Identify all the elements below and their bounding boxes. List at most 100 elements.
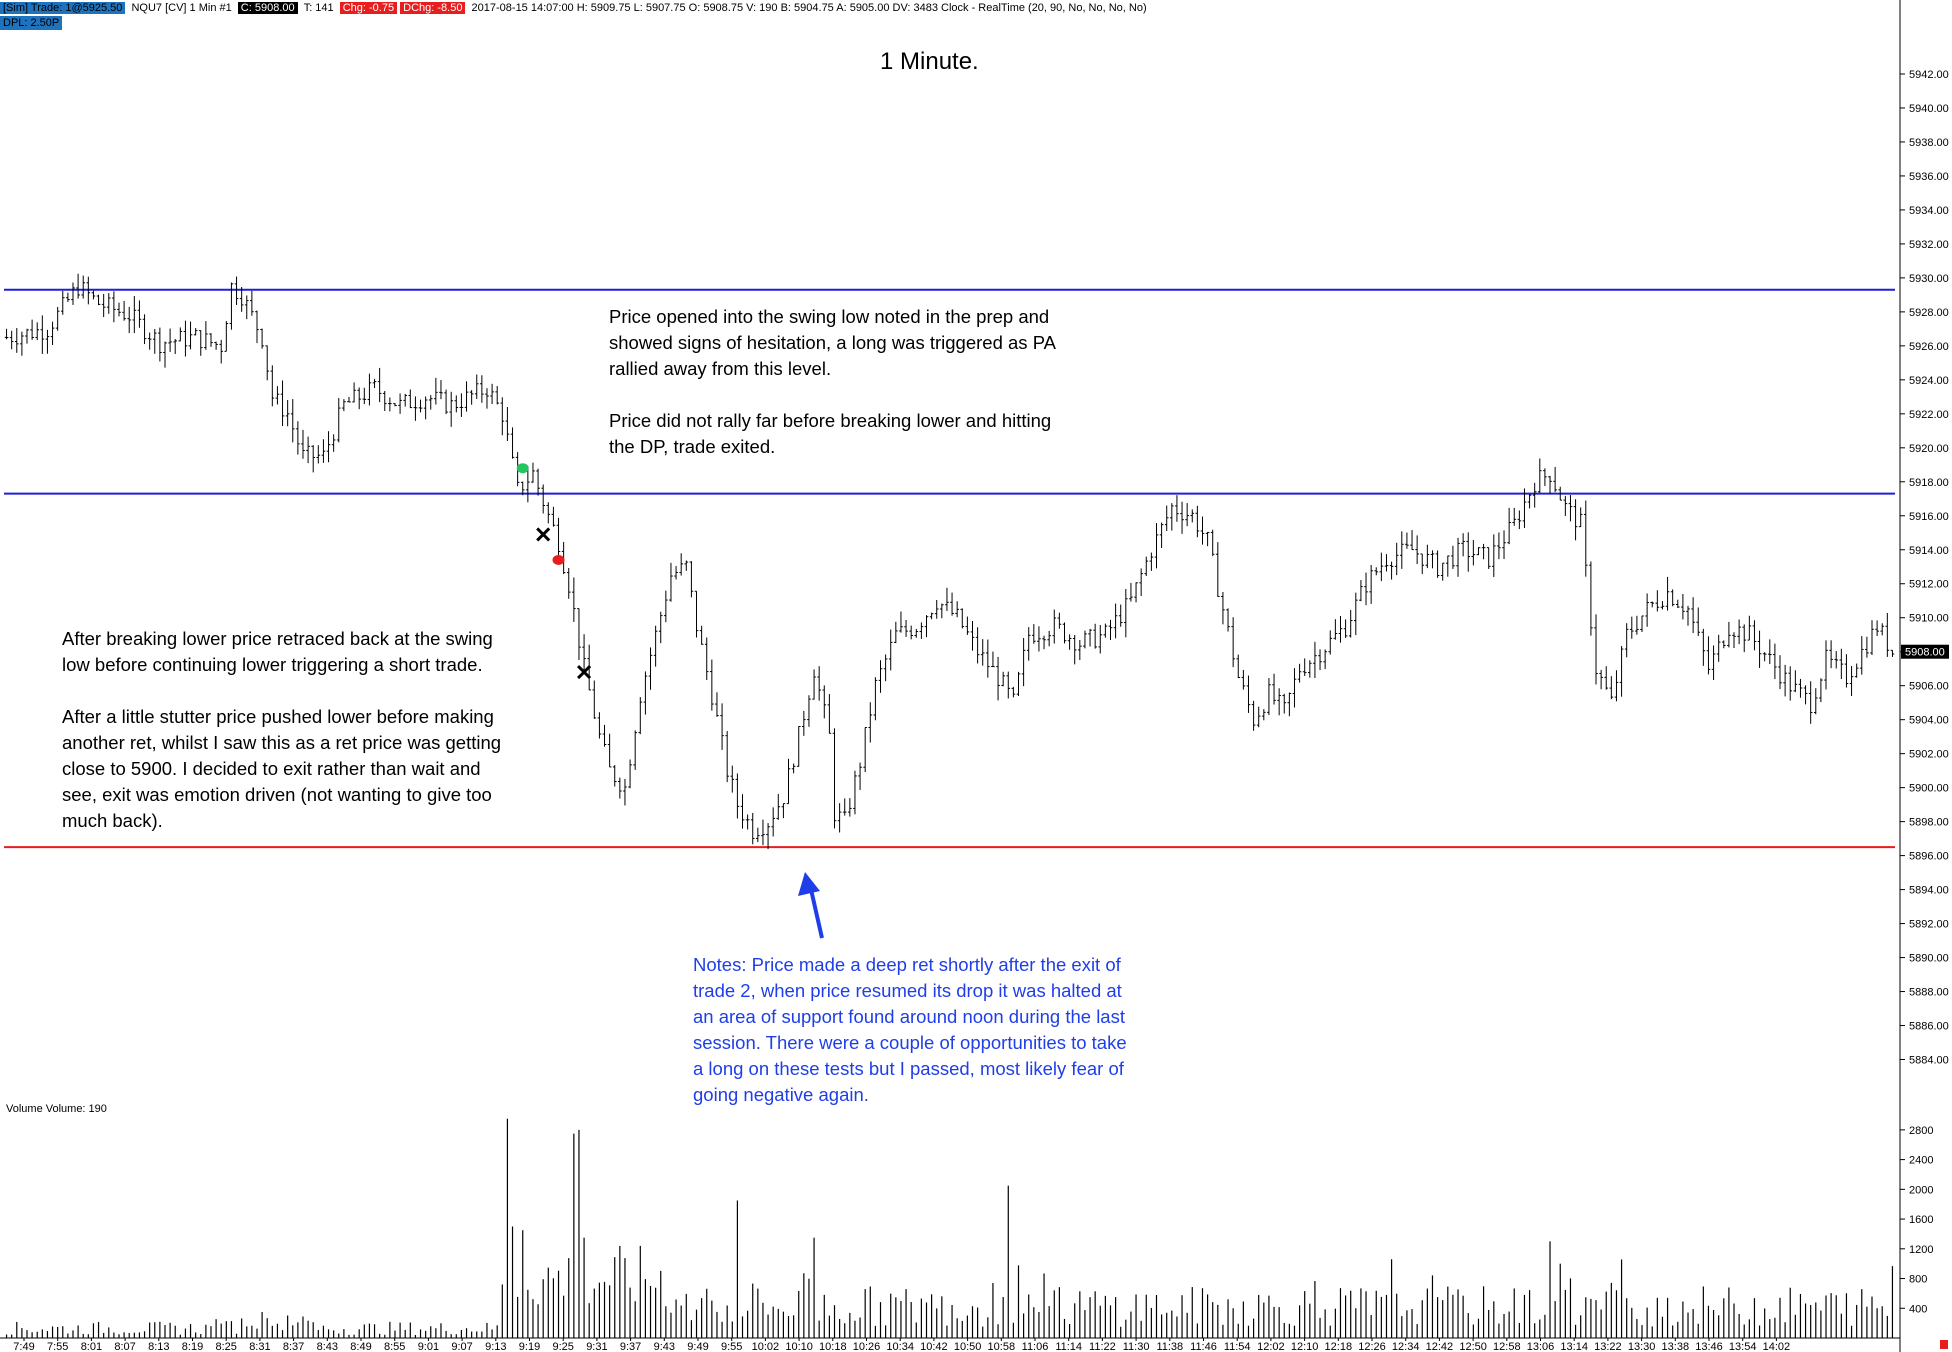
volume-panel-label: Volume Volume: 190 — [6, 1103, 107, 1115]
price-tick-label: 5912.00 — [1909, 579, 1949, 591]
price-tick-label: 5924.00 — [1909, 375, 1949, 387]
time-tick-label: 10:26 — [853, 1341, 881, 1352]
time-tick-label: 10:34 — [886, 1341, 914, 1352]
price-tick-label: 5884.00 — [1909, 1055, 1949, 1067]
time-tick-label: 13:30 — [1628, 1341, 1656, 1352]
day-change-label: DChg: -8.50 — [400, 2, 466, 14]
ticks-label: T: 141 — [303, 2, 334, 14]
time-tick-label: 11:46 — [1190, 1341, 1217, 1352]
change-label: Chg: -0.75 — [339, 2, 398, 14]
price-tick-label: 5936.00 — [1909, 171, 1949, 183]
time-tick-label: 10:02 — [752, 1341, 780, 1352]
note-support-test: Notes: Price made a deep ret shortly aft… — [693, 954, 1127, 1105]
note-long-trade: Price opened into the swing low noted in… — [609, 306, 1056, 457]
time-tick-label: 13:46 — [1695, 1341, 1723, 1352]
instrument-trade-label[interactable]: [Sim] Trade: 1@5925.50 — [0, 2, 126, 14]
price-tick-label: 5888.00 — [1909, 987, 1949, 999]
time-tick-label: 13:22 — [1594, 1341, 1622, 1352]
note-short-trade: After breaking lower price retraced back… — [62, 628, 502, 831]
time-tick-label: 7:55 — [47, 1341, 68, 1352]
volume-tick-label: 2400 — [1909, 1155, 1933, 1167]
time-tick-label: 9:43 — [654, 1341, 675, 1352]
volume-tick-label: 2800 — [1909, 1125, 1933, 1137]
price-tick-label: 5890.00 — [1909, 953, 1949, 965]
time-tick-label: 9:07 — [451, 1341, 472, 1352]
time-tick-label: 12:18 — [1325, 1341, 1353, 1352]
time-tick-label: 12:02 — [1257, 1341, 1285, 1352]
trade-exit-marker — [577, 665, 592, 680]
time-tick-label: 13:38 — [1662, 1341, 1690, 1352]
time-tick-label: 9:01 — [418, 1341, 439, 1352]
time-tick-label: 9:37 — [620, 1341, 641, 1352]
time-tick-label: 8:19 — [182, 1341, 203, 1352]
close-price-label: C: 5908.00 — [237, 2, 298, 14]
time-tick-label: 8:55 — [384, 1341, 405, 1352]
time-tick-label: 12:26 — [1358, 1341, 1386, 1352]
support-arrow — [808, 884, 824, 939]
price-tick-label: 5892.00 — [1909, 919, 1949, 931]
time-tick-label: 9:49 — [687, 1341, 708, 1352]
bar-details-label: 2017-08-15 14:07:00 H: 5909.75 L: 5907.7… — [471, 2, 1147, 14]
time-tick-label: 7:49 — [13, 1341, 34, 1352]
volume-tick-label: 1200 — [1909, 1244, 1933, 1256]
time-tick-label: 10:18 — [819, 1341, 847, 1352]
price-tick-label: 5904.00 — [1909, 715, 1949, 727]
price-tick-label: 5934.00 — [1909, 205, 1949, 217]
time-tick-label: 9:13 — [485, 1341, 506, 1352]
status-bar: [Sim] Trade: 1@5925.50 NQU7 [CV] 1 Min #… — [0, 0, 1150, 16]
price-tick-label: 5938.00 — [1909, 137, 1949, 149]
last-price-label: 5908.00 — [1905, 647, 1945, 659]
time-tick-label: 8:37 — [283, 1341, 304, 1352]
time-tick-label: 8:43 — [317, 1341, 338, 1352]
price-tick-label: 5914.00 — [1909, 545, 1949, 557]
price-tick-label: 5898.00 — [1909, 817, 1949, 829]
volume-tick-label: 1600 — [1909, 1214, 1933, 1226]
last-price-marker — [1901, 644, 1949, 659]
volume-tick-label: 2000 — [1909, 1184, 1933, 1196]
time-tick-label: 13:14 — [1560, 1341, 1588, 1352]
time-tick-label: 12:10 — [1291, 1341, 1319, 1352]
time-tick-label: 8:01 — [81, 1341, 102, 1352]
corner-marker — [1940, 1340, 1948, 1349]
time-tick-label: 12:58 — [1493, 1341, 1521, 1352]
price-tick-label: 5932.00 — [1909, 239, 1949, 251]
time-tick-label: 8:31 — [249, 1341, 270, 1352]
price-tick-label: 5926.00 — [1909, 341, 1949, 353]
price-tick-label: 5942.00 — [1909, 69, 1949, 81]
time-tick-label: 9:55 — [721, 1341, 742, 1352]
time-tick-label: 8:07 — [114, 1341, 135, 1352]
time-tick-label: 8:49 — [350, 1341, 371, 1352]
time-tick-label: 8:25 — [215, 1341, 236, 1352]
price-tick-label: 5918.00 — [1909, 477, 1949, 489]
price-tick-label: 5920.00 — [1909, 443, 1949, 455]
time-tick-label: 14:02 — [1763, 1341, 1791, 1352]
price-tick-label: 5910.00 — [1909, 613, 1949, 625]
dpl-tag[interactable]: DPL: 2.50P — [0, 16, 63, 30]
time-tick-label: 10:50 — [954, 1341, 982, 1352]
volume-tick-label: 800 — [1909, 1274, 1927, 1286]
time-tick-label: 11:30 — [1123, 1341, 1150, 1352]
price-tick-label: 5940.00 — [1909, 103, 1949, 115]
time-tick-label: 9:25 — [552, 1341, 573, 1352]
time-tick-label: 11:54 — [1224, 1341, 1251, 1352]
volume-tick-label: 400 — [1909, 1303, 1927, 1315]
price-tick-label: 5894.00 — [1909, 885, 1949, 897]
symbol-label[interactable]: NQU7 [CV] 1 Min #1 — [131, 2, 232, 14]
price-tick-label: 5886.00 — [1909, 1021, 1949, 1033]
time-tick-label: 13:06 — [1527, 1341, 1555, 1352]
long-entry-marker — [516, 463, 529, 474]
trade-exit-marker — [536, 527, 551, 542]
time-tick-label: 9:31 — [586, 1341, 607, 1352]
price-tick-label: 5902.00 — [1909, 749, 1949, 761]
price-tick-label: 5922.00 — [1909, 409, 1949, 421]
time-tick-label: 10:58 — [988, 1341, 1016, 1352]
time-tick-label: 11:38 — [1156, 1341, 1183, 1352]
price-tick-label: 5916.00 — [1909, 511, 1949, 523]
time-tick-label: 11:06 — [1022, 1341, 1049, 1352]
time-tick-label: 13:54 — [1729, 1341, 1757, 1352]
time-tick-label: 10:10 — [785, 1341, 813, 1352]
time-tick-label: 11:14 — [1055, 1341, 1082, 1352]
time-tick-label: 12:42 — [1426, 1341, 1454, 1352]
time-tick-label: 9:19 — [519, 1341, 540, 1352]
